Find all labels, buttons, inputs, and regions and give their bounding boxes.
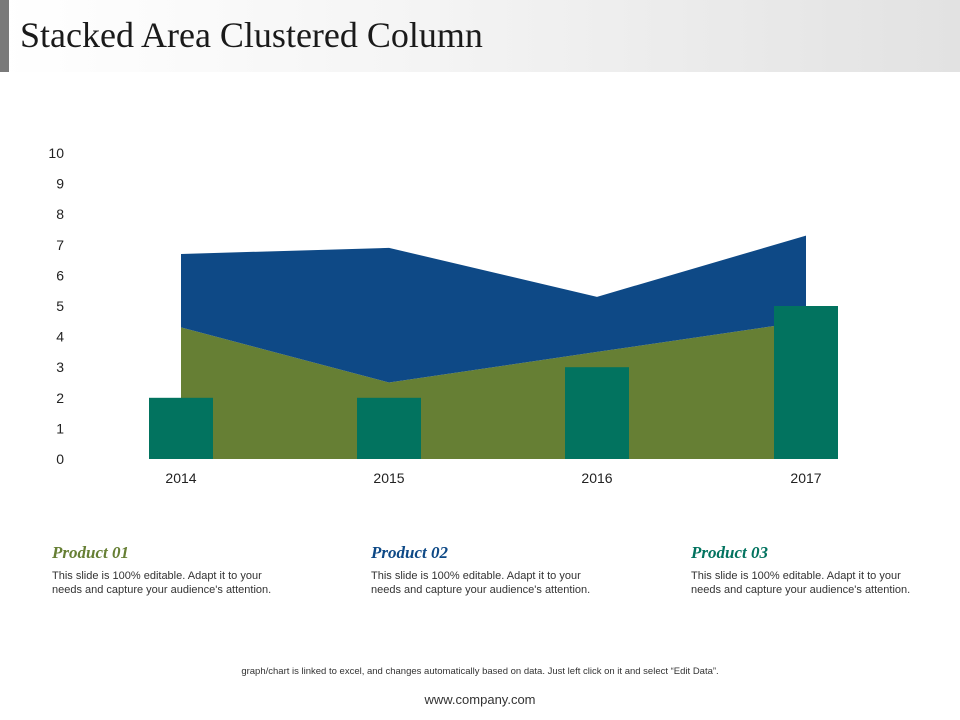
product-title: Product 01	[52, 543, 129, 562]
y-tick-label: 10	[48, 145, 64, 161]
product-card-3: Product 03 This slide is 100% editable. …	[691, 543, 931, 597]
area-series-1	[181, 321, 806, 459]
y-tick-label: 8	[56, 206, 64, 222]
area-layer	[181, 235, 806, 459]
y-tick-label: 7	[56, 237, 64, 253]
y-tick-label: 9	[56, 176, 64, 192]
x-tick-label: 2015	[373, 470, 404, 486]
product-title: Product 03	[691, 543, 768, 562]
column-bar	[149, 397, 213, 459]
area-series-2	[181, 235, 806, 383]
y-tick-label: 4	[56, 329, 64, 345]
column-layer	[149, 306, 838, 459]
website-link[interactable]: www.company.com	[424, 692, 536, 707]
product-card-2: Product 02 This slide is 100% editable. …	[371, 543, 611, 597]
product-description: This slide is 100% editable. Adapt it to…	[371, 570, 591, 596]
footnote: graph/chart is linked to excel, and chan…	[241, 666, 719, 677]
product-description: This slide is 100% editable. Adapt it to…	[691, 570, 911, 596]
x-tick-label: 2014	[165, 470, 196, 486]
y-tick-label: 6	[56, 267, 64, 283]
product-card-1: Product 01 This slide is 100% editable. …	[52, 543, 292, 597]
column-bar	[774, 306, 838, 459]
column-bar	[565, 367, 629, 459]
y-tick-label: 0	[56, 451, 64, 467]
page-title: Stacked Area Clustered Column	[20, 15, 483, 55]
y-tick-label: 2	[56, 390, 64, 406]
stacked-area-column-chart[interactable]: 0 1 2 3 4 5 6 7 8 9 10 2014 2015 2016 2017	[0, 130, 960, 490]
x-tick-label: 2017	[790, 470, 821, 486]
x-tick-label: 2016	[581, 470, 612, 486]
product-description: This slide is 100% editable. Adapt it to…	[52, 570, 272, 596]
title-accent	[0, 0, 9, 72]
title-bar: Stacked Area Clustered Column	[0, 0, 960, 72]
y-axis: 0 1 2 3 4 5 6 7 8 9 10	[48, 145, 64, 467]
product-title: Product 02	[371, 543, 448, 562]
column-bar	[357, 397, 421, 459]
y-tick-label: 1	[56, 420, 64, 436]
y-tick-label: 3	[56, 359, 64, 375]
y-tick-label: 5	[56, 298, 64, 314]
x-axis: 2014 2015 2016 2017	[165, 470, 821, 486]
